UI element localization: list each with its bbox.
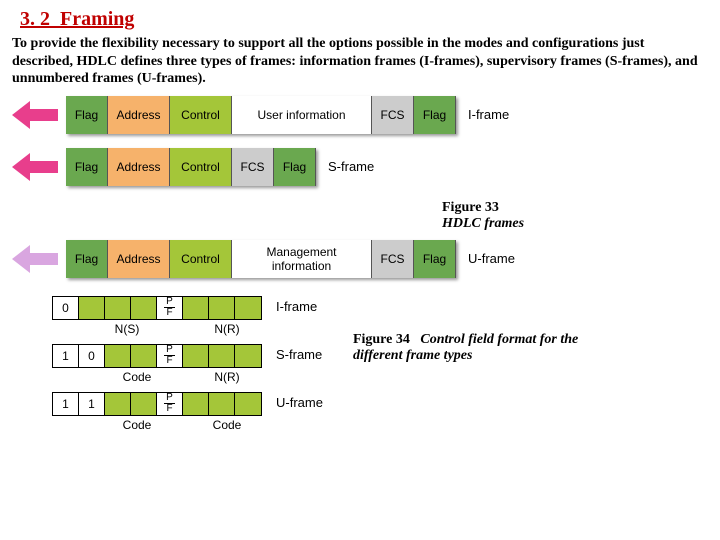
control-cell: [209, 345, 235, 367]
control-field-container: 0PFI-frameN(S)N(R)10PFS-frameCodeN(R)11P…: [52, 296, 323, 440]
fig33-title: HDLC frames: [442, 216, 524, 231]
section-number: 3. 2: [20, 8, 50, 30]
frame-cell: Address: [108, 148, 170, 186]
pf-label: PF: [164, 393, 175, 414]
frame-cell: Control: [170, 240, 232, 278]
frame-label: U-frame: [468, 251, 515, 266]
frame-cell: Flag: [66, 240, 108, 278]
frame-cell: FCS: [372, 240, 414, 278]
pf-label: PF: [164, 345, 175, 366]
arrow-icon: [12, 153, 62, 181]
control-cell: [131, 345, 157, 367]
arrow-icon: [12, 245, 62, 273]
frame-label: I-frame: [468, 107, 509, 122]
frame-cell: Control: [170, 148, 232, 186]
fig33-num: Figure 33: [442, 200, 499, 215]
frame-cell: Flag: [66, 96, 108, 134]
control-cell: 1: [53, 345, 79, 367]
under-label: Code: [188, 418, 266, 432]
fig34-num: Figure 34: [353, 332, 410, 347]
frame: FlagAddressControlUser informationFCSFla…: [66, 96, 456, 134]
pf-label: PF: [164, 297, 175, 318]
section-name: Framing: [60, 8, 134, 30]
frame-cell: Flag: [414, 240, 456, 278]
control-label: U-frame: [276, 392, 323, 410]
frame: FlagAddressControlManagement information…: [66, 240, 456, 278]
frame-cell: Flag: [274, 148, 316, 186]
control-cell: [209, 393, 235, 415]
frames-container: FlagAddressControlUser informationFCSFla…: [12, 96, 708, 278]
control-cell: 0: [79, 345, 105, 367]
under-label: Code: [108, 418, 166, 432]
control-cell: [131, 297, 157, 319]
under-labels: Code N(R): [52, 370, 323, 384]
control-cells: 11 PF: [52, 392, 262, 416]
frame-cell: Address: [108, 96, 170, 134]
control-cell: 0: [53, 297, 79, 319]
frame-cell: FCS: [232, 148, 274, 186]
under-label: N(R): [188, 322, 266, 336]
control-row: 11 PF U-frame: [52, 392, 323, 416]
control-cell: [209, 297, 235, 319]
arrow-icon: [12, 101, 62, 129]
control-label: S-frame: [276, 344, 322, 362]
control-cell: PF: [157, 345, 183, 367]
under-label: N(S): [88, 322, 166, 336]
control-cell: [105, 393, 131, 415]
frame-row: FlagAddressControlUser informationFCSFla…: [12, 96, 708, 134]
control-label: I-frame: [276, 296, 317, 314]
control-cell: [235, 297, 261, 319]
under-labels: Code Code: [52, 418, 323, 432]
under-labels: N(S) N(R): [52, 322, 323, 336]
control-cell: 1: [53, 393, 79, 415]
control-cells: 10 PF: [52, 344, 262, 368]
control-cell: [105, 345, 131, 367]
control-cell: [183, 297, 209, 319]
control-cell: PF: [157, 393, 183, 415]
frame-cell: Flag: [66, 148, 108, 186]
figure-34-caption: Figure 34 Control field format for the d…: [353, 332, 613, 364]
control-cell: [183, 393, 209, 415]
control-row: 10 PF S-frame: [52, 344, 323, 368]
control-row: 0 PF I-frame: [52, 296, 323, 320]
frame-cell: Management information: [232, 240, 372, 278]
control-cell: [105, 297, 131, 319]
under-label: N(R): [188, 370, 266, 384]
control-cell: [131, 393, 157, 415]
frame-cell: FCS: [372, 96, 414, 134]
intro-text: To provide the flexibility necessary to …: [12, 35, 708, 88]
frame-row: FlagAddressControlFCSFlagS-frame: [12, 148, 708, 186]
control-cell: PF: [157, 297, 183, 319]
frame-label: S-frame: [328, 159, 374, 174]
frame-row: FlagAddressControlManagement information…: [12, 240, 708, 278]
figure-33-caption: Figure 33 HDLC frames: [442, 200, 708, 232]
frame-cell: Flag: [414, 96, 456, 134]
control-cell: [79, 297, 105, 319]
control-cell: 1: [79, 393, 105, 415]
control-cell: [235, 393, 261, 415]
frame: FlagAddressControlFCSFlag: [66, 148, 316, 186]
frame-cell: User information: [232, 96, 372, 134]
frame-cell: Address: [108, 240, 170, 278]
control-cell: [235, 345, 261, 367]
control-cell: [183, 345, 209, 367]
control-cells: 0 PF: [52, 296, 262, 320]
frame-cell: Control: [170, 96, 232, 134]
section-title: 3. 2 Framing: [20, 8, 708, 31]
under-label: Code: [108, 370, 166, 384]
